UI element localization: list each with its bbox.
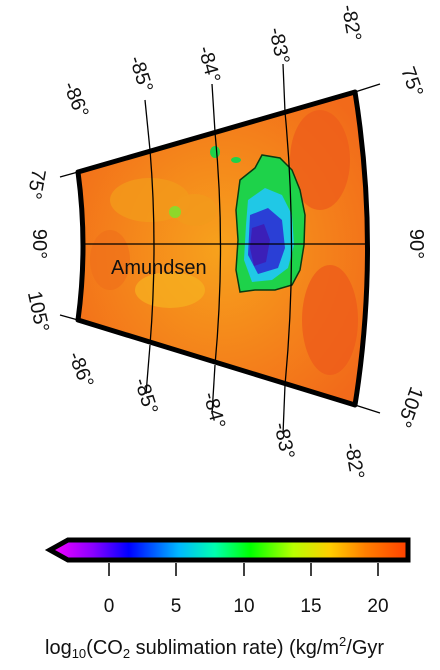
caption-sup: 2 — [339, 634, 347, 649]
lon-label-right-90: 90° — [405, 229, 427, 259]
colorbar-tick-label: 5 — [171, 596, 182, 617]
latitude-line — [284, 111, 293, 386]
colorbar-tick-label: 0 — [104, 596, 115, 617]
colorbar-caption: log10(CO2 sublimation rate) (kg/m2/Gyr — [45, 634, 384, 661]
lat-label-top-84: -84° — [193, 44, 224, 85]
lat-label-top-85: -85° — [125, 53, 157, 95]
lat-label-top-83: -83° — [264, 25, 293, 66]
colorbar-ticks — [108, 563, 379, 576]
colorbar-bar — [44, 537, 411, 563]
lat-label-bottom-86: -86° — [63, 349, 97, 391]
latitude-line — [214, 131, 222, 366]
map-patch — [90, 230, 130, 290]
lat-label-bottom-84: -84° — [198, 390, 229, 431]
map-patch — [302, 265, 358, 375]
lat-label-top-82: -82° — [337, 3, 365, 43]
lon-label-right-105: 105° — [392, 384, 427, 430]
map-patch — [173, 194, 217, 226]
lat-label-bottom-85: -85° — [130, 375, 162, 417]
map-patch — [290, 110, 350, 210]
lon-label-left-90: 90° — [28, 229, 50, 259]
lat-label-bottom-82: -82° — [340, 441, 368, 481]
caption-sub2: 2 — [122, 646, 131, 661]
map-patch — [210, 146, 220, 158]
caption-mid: (CO — [86, 637, 123, 659]
latitude-line — [149, 149, 155, 346]
colorbar-tick-label: 10 — [233, 596, 254, 617]
caption-sub1: 10 — [71, 646, 87, 661]
colorbar-tick-label: 15 — [300, 596, 321, 617]
crater-label: Amundsen — [111, 257, 207, 279]
lon-label-left-105: 105° — [23, 289, 53, 334]
lat-label-top-86: -86° — [58, 79, 92, 121]
lon-label-right-75: 75° — [396, 64, 427, 100]
colorbar-tick-label: 20 — [367, 596, 388, 617]
caption-rest: sublimation rate) (kg/m — [130, 637, 340, 659]
lon-label-left-75: 75° — [22, 167, 49, 201]
map-frame — [75, 89, 370, 408]
colorbar: 0 5 10 15 20 — [44, 537, 411, 617]
map-patch — [169, 206, 181, 218]
map-patch — [231, 157, 241, 163]
caption-end: /Gyr — [346, 637, 385, 659]
caption-prefix: log — [45, 637, 72, 659]
lat-label-bottom-83: -83° — [269, 420, 298, 461]
graticule-outside — [59, 63, 381, 435]
cold-trap-core — [250, 224, 270, 266]
